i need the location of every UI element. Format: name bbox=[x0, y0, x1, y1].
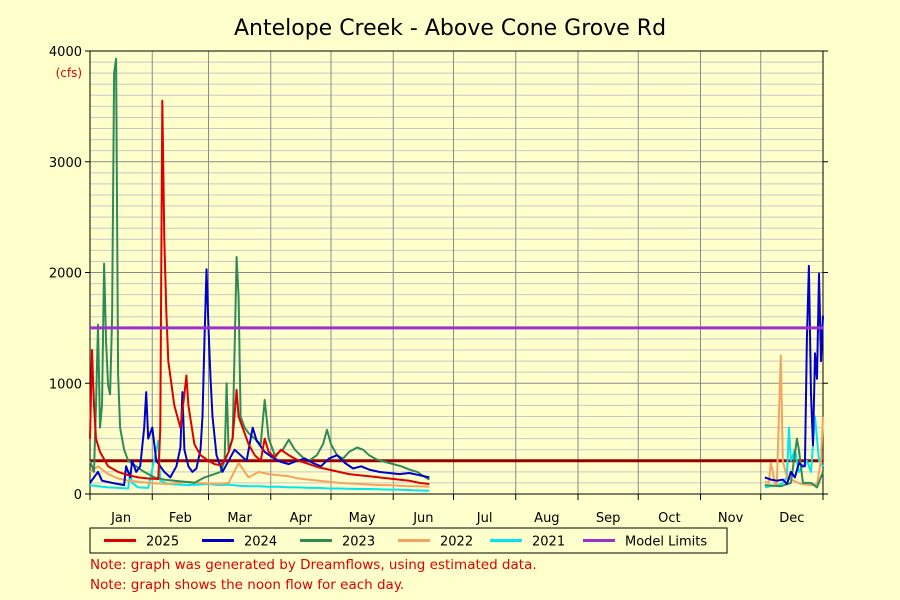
series-line-2023 bbox=[764, 437, 824, 489]
y-tick-label: 2000 bbox=[49, 267, 82, 282]
legend-label: 2021 bbox=[532, 535, 565, 550]
x-tick-label: Oct bbox=[658, 511, 680, 526]
legend-label: 2024 bbox=[244, 535, 277, 550]
x-tick-label: Sep bbox=[596, 511, 621, 526]
series-line-2022 bbox=[764, 354, 824, 487]
x-tick-label: Jun bbox=[412, 511, 433, 526]
y-tick-label: 4000 bbox=[49, 45, 82, 60]
grid bbox=[89, 51, 824, 494]
y-tick-label: 3000 bbox=[49, 156, 82, 171]
x-tick-label: Dec bbox=[779, 511, 804, 526]
axes: 0 1000 2000 3000 4000 (cfs) Jan Feb Mar Apr May Jun… bbox=[49, 45, 828, 526]
chart-title: Antelope Creek - Above Cone Grove Rd bbox=[234, 16, 666, 41]
note-noon-flow: Note: graph shows the noon flow for each… bbox=[90, 577, 405, 593]
x-tick-label: Apr bbox=[290, 511, 313, 526]
legend: 2025 2024 2023 2022 2021 Model Limits bbox=[89, 527, 728, 554]
series-line-2024 bbox=[89, 268, 430, 487]
note-estimated-data: Note: graph was generated by Dreamflows,… bbox=[90, 557, 537, 573]
x-tick-label: Jul bbox=[476, 511, 493, 526]
legend-label: 2022 bbox=[440, 535, 473, 550]
series-line-2021 bbox=[89, 439, 430, 492]
x-tick-label: Jan bbox=[110, 511, 131, 526]
y-tick-label: 1000 bbox=[49, 377, 82, 392]
x-tick-label: Mar bbox=[227, 511, 252, 526]
legend-label: 2025 bbox=[146, 535, 179, 550]
series-group bbox=[89, 57, 824, 492]
x-tick-label: Aug bbox=[534, 511, 559, 526]
series-line-2025 bbox=[89, 99, 430, 485]
series-line-2022 bbox=[89, 462, 430, 488]
x-tick-label: Nov bbox=[718, 511, 744, 526]
x-tick-label: Feb bbox=[169, 511, 192, 526]
y-axis-unit-label: (cfs) bbox=[56, 66, 82, 80]
series-line-2024 bbox=[764, 264, 824, 485]
legend-label: Model Limits bbox=[625, 535, 707, 550]
series-line-2023 bbox=[89, 57, 430, 484]
y-tick-label: 0 bbox=[74, 488, 82, 503]
x-tick-label: May bbox=[349, 511, 376, 526]
legend-label: 2023 bbox=[342, 535, 375, 550]
